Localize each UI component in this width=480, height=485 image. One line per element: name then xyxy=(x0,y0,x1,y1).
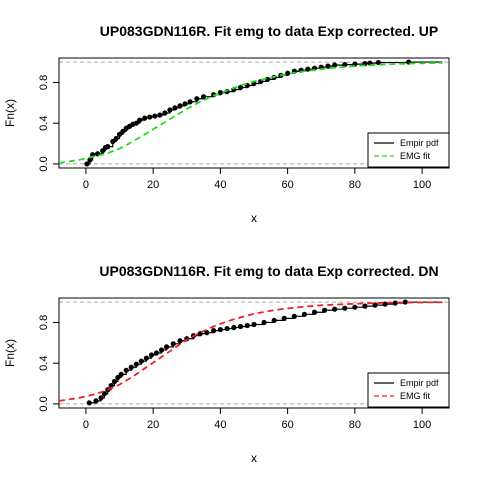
empirical-point xyxy=(129,365,134,370)
empirical-point xyxy=(171,341,176,346)
y-tick-label: 0.0 xyxy=(38,396,50,411)
empirical-point xyxy=(383,302,388,307)
empirical-point xyxy=(211,328,216,333)
y-tick-label: 0.8 xyxy=(38,75,50,90)
empirical-point xyxy=(305,67,310,72)
y-axis-label: Fn(x) xyxy=(3,339,17,367)
empirical-point xyxy=(105,144,110,149)
x-tick-label: 20 xyxy=(147,179,159,191)
empirical-point xyxy=(312,310,317,315)
empirical-point xyxy=(167,107,172,112)
empirical-point xyxy=(124,368,129,373)
x-tick-label: 40 xyxy=(214,179,226,191)
empirical-point xyxy=(112,379,117,384)
empirical-point xyxy=(177,338,182,343)
y-tick-label: 0.8 xyxy=(38,315,50,330)
x-tick-label: 100 xyxy=(413,419,431,431)
empirical-point xyxy=(93,398,98,403)
legend: Empir pdf EMG fit xyxy=(368,133,449,167)
empirical-point xyxy=(159,347,164,352)
empirical-point xyxy=(352,305,357,310)
empirical-point xyxy=(98,395,103,400)
x-tick-label: 60 xyxy=(281,179,293,191)
empirical-point xyxy=(251,322,256,327)
x-tick-label: 60 xyxy=(281,419,293,431)
empirical-point xyxy=(238,324,243,329)
y-tick-label: 0.0 xyxy=(38,156,50,171)
empirical-point xyxy=(188,99,193,104)
empirical-point xyxy=(144,355,149,360)
empirical-point xyxy=(142,115,147,120)
empirical-point xyxy=(119,372,124,377)
empirical-point xyxy=(139,359,144,364)
y-tick-label: 0.4 xyxy=(38,116,50,131)
empirical-point xyxy=(137,118,142,123)
empirical-point xyxy=(87,400,92,405)
legend-label: Empir pdf xyxy=(400,378,439,388)
y-tick-label: 0.4 xyxy=(38,356,50,371)
chart-panel-2: UP083GDN116R. Fit emg to data Exp correc… xyxy=(3,263,449,465)
x-axis-label: x xyxy=(251,451,257,465)
empirical-point xyxy=(393,300,398,305)
empirical-point xyxy=(261,320,266,325)
empirical-point xyxy=(157,112,162,117)
x-tick-label: 20 xyxy=(147,419,159,431)
empirical-point xyxy=(194,96,199,101)
empirical-point xyxy=(231,325,236,330)
empirical-point xyxy=(147,114,152,119)
empirical-point xyxy=(282,316,287,321)
x-tick-label: 40 xyxy=(214,419,226,431)
empirical-point xyxy=(322,308,327,313)
legend: Empir pdf EMG fit xyxy=(368,373,449,407)
x-tick-label: 100 xyxy=(413,179,431,191)
chart-title: UP083GDN116R. Fit emg to data Exp correc… xyxy=(99,263,438,279)
x-tick-label: 80 xyxy=(349,179,361,191)
empirical-point xyxy=(134,362,139,367)
x-tick-label: 80 xyxy=(349,419,361,431)
empirical-point xyxy=(162,110,167,115)
x-tick-label: 0 xyxy=(83,419,89,431)
empirical-point xyxy=(114,136,119,141)
empirical-point xyxy=(403,299,408,304)
empirical-point xyxy=(172,105,177,110)
empirical-point xyxy=(245,323,250,328)
empirical-point xyxy=(149,352,154,357)
empirical-point xyxy=(154,350,159,355)
legend-label: Empir pdf xyxy=(400,138,439,148)
empirical-point xyxy=(182,101,187,106)
x-axis-label: x xyxy=(251,211,257,225)
chart-title: UP083GDN116R. Fit emg to data Exp correc… xyxy=(100,23,438,39)
empirical-point xyxy=(218,327,223,332)
empirical-point xyxy=(272,318,277,323)
empirical-point xyxy=(177,103,182,108)
empirical-point xyxy=(302,312,307,317)
y-axis-label: Fn(x) xyxy=(3,99,17,127)
chart-panel-1: UP083GDN116R. Fit emg to data Exp correc… xyxy=(3,23,449,225)
empirical-point xyxy=(225,326,230,331)
x-tick-label: 0 xyxy=(83,179,89,191)
empirical-point xyxy=(372,303,377,308)
empirical-point xyxy=(342,306,347,311)
empirical-point xyxy=(332,307,337,312)
legend-label: EMG fit xyxy=(400,391,431,401)
empirical-point xyxy=(292,314,297,319)
empirical-point xyxy=(164,344,169,349)
empirical-point xyxy=(152,113,157,118)
legend-label: EMG fit xyxy=(400,151,431,161)
